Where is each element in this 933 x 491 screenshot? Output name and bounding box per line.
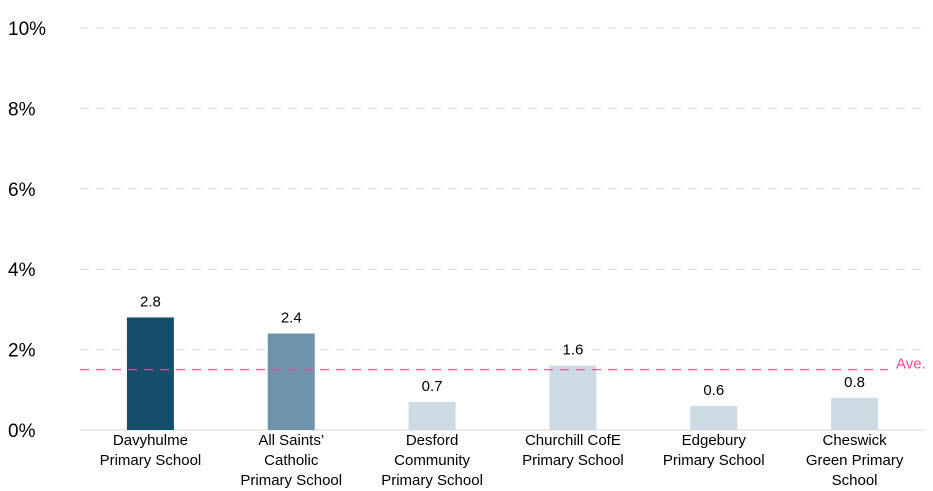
y-tick-label: 6% xyxy=(8,180,36,201)
data-label: 0.8 xyxy=(844,374,865,391)
category-label: Cheswick Green Primary School xyxy=(806,432,904,489)
y-tick-label: 10% xyxy=(8,19,46,40)
data-label: 2.4 xyxy=(281,310,302,327)
data-labels: 2.8 2.4 0.7 1.6 0.6 0.8 xyxy=(140,293,865,398)
category-label: Edgebury Primary School xyxy=(663,432,765,469)
data-label: 1.6 xyxy=(562,342,583,359)
data-label: 0.6 xyxy=(703,382,724,399)
y-tick-label: 2% xyxy=(8,341,36,362)
category-label: Davyhulme Primary School xyxy=(100,432,202,469)
bar xyxy=(690,405,738,430)
y-tick-label: 8% xyxy=(8,99,36,120)
bar xyxy=(831,397,879,430)
category-labels: Davyhulme Primary School All Saints’ Cathol… xyxy=(100,432,904,489)
bar xyxy=(408,401,456,430)
bar xyxy=(549,365,597,430)
data-label: 0.7 xyxy=(422,378,443,395)
gridlines xyxy=(80,27,925,431)
y-axis-tick-labels: 0% 2% 4% 6% 8% 10% xyxy=(8,19,46,442)
category-label: Churchill CofE Primary School xyxy=(522,432,624,469)
y-tick-label: 4% xyxy=(8,260,36,281)
category-label: All Saints’ Catholic Primary School xyxy=(240,432,342,489)
bar xyxy=(126,317,174,430)
y-tick-label: 0% xyxy=(8,421,36,442)
average-line-group: Ave. xyxy=(80,356,926,373)
bar xyxy=(267,333,315,430)
bars xyxy=(126,317,879,430)
data-label: 2.8 xyxy=(140,293,161,310)
category-label: Desford Community Primary School xyxy=(381,432,483,489)
average-label: Ave. xyxy=(896,356,926,373)
